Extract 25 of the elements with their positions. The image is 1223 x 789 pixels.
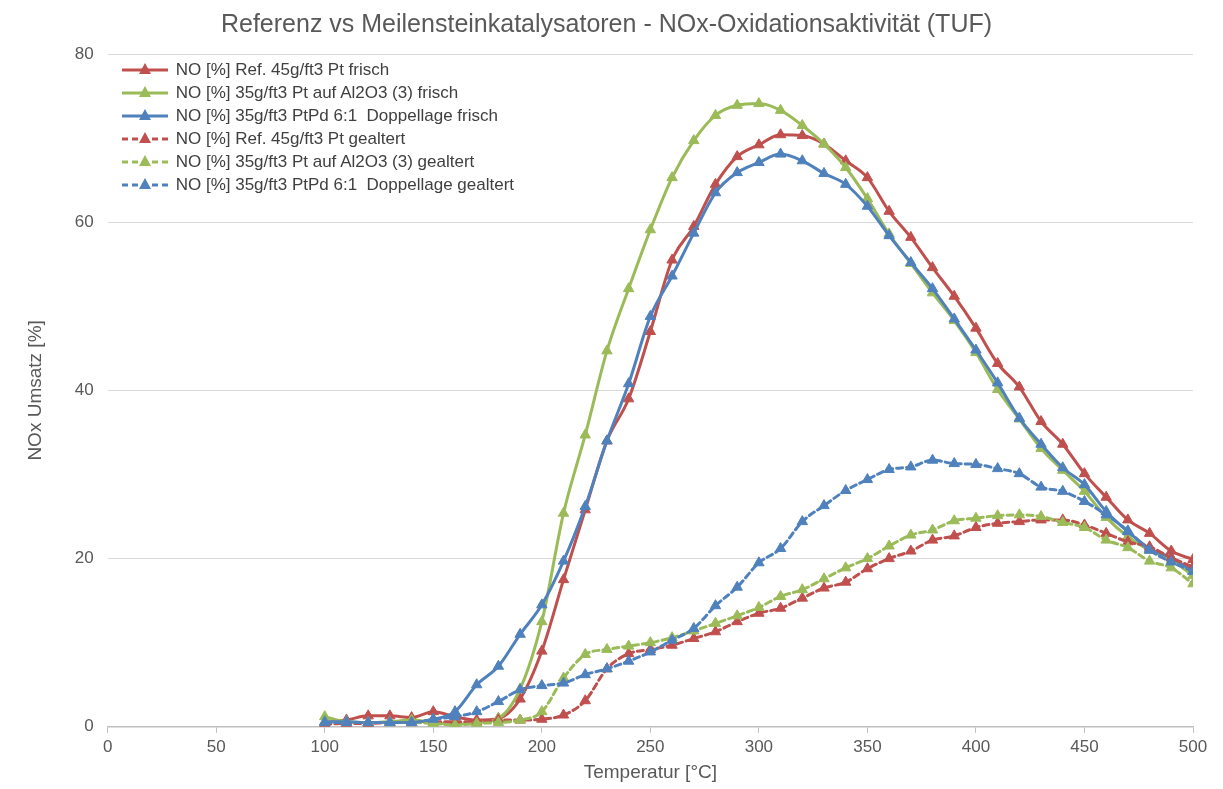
x-axis-title: Temperatur [°C] <box>583 760 717 782</box>
y-tick-label: 0 <box>84 716 94 736</box>
x-tick-label: 500 <box>1178 736 1208 756</box>
x-tick-label: 400 <box>961 736 991 756</box>
x-tick-label: 50 <box>206 736 226 756</box>
legend-label: NO [%] Ref. 45g/ft3 Pt gealtert <box>175 128 406 150</box>
x-tick-label: 150 <box>419 736 448 756</box>
y-tick-label: 80 <box>74 43 94 63</box>
legend-label: NO [%] 35g/ft3 PtPd 6:1 Doppellage gealtert <box>175 174 515 196</box>
x-tick-label: 300 <box>744 736 774 756</box>
legend-label: NO [%] Ref. 45g/ft3 Pt frisch <box>175 59 390 81</box>
x-tick-label: 250 <box>636 736 665 756</box>
x-tick-label: 0 <box>102 736 113 756</box>
legend-label: NO [%] 35g/ft3 Pt auf Al2O3 (3) gealtert <box>175 151 475 173</box>
x-tick-label: 350 <box>853 736 882 756</box>
y-tick-label: 60 <box>74 211 94 231</box>
legend-label: NO [%] 35g/ft3 PtPd 6:1 Doppellage frisch <box>175 105 498 127</box>
y-tick-label: 40 <box>74 380 94 400</box>
x-tick-label: 200 <box>527 736 557 756</box>
y-tick-label: 20 <box>74 548 94 568</box>
chart-title: Referenz vs Meilensteinkatalysatoren - NOx-Oxidationsaktivität (TUF) <box>220 8 993 37</box>
x-tick-label: 100 <box>310 736 339 756</box>
x-tick-label: 450 <box>1070 736 1099 756</box>
legend-label: NO [%] 35g/ft3 Pt auf Al2O3 (3) frisch <box>175 82 459 104</box>
y-axis-title: NOx Umsatz [%] <box>23 320 45 461</box>
